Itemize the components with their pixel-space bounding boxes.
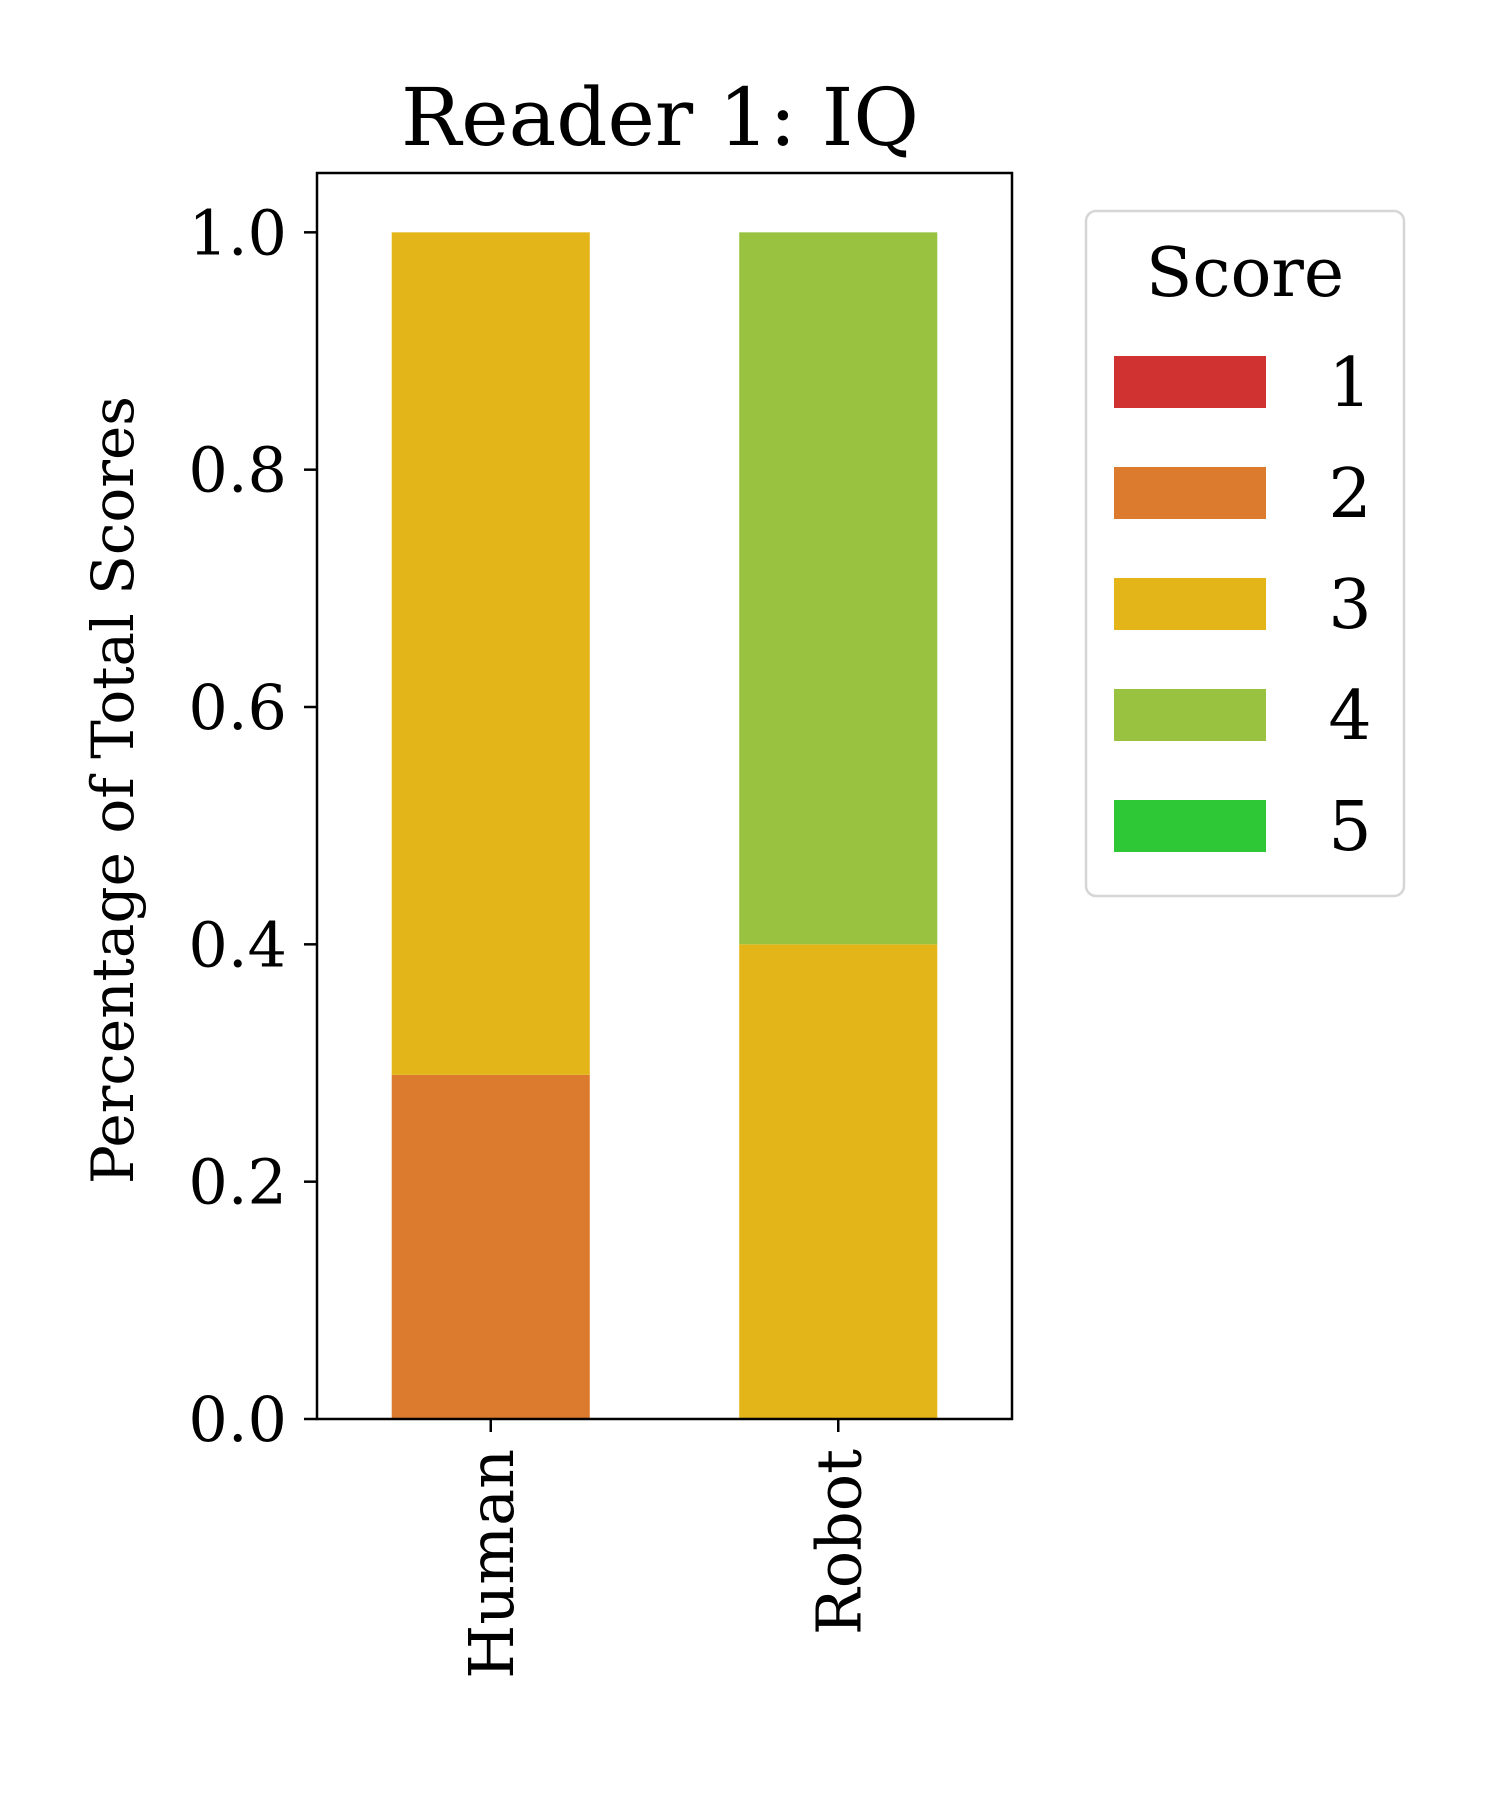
- legend-swatch-score-4: [1114, 689, 1266, 741]
- legend-label-score-2: 2: [1328, 455, 1371, 534]
- bar-human-score-3: [391, 232, 590, 1075]
- x-tick-label-robot: Robot: [802, 1449, 875, 1635]
- y-tick-label: 0.4: [188, 908, 287, 981]
- bar-human-score-2: [391, 1074, 590, 1419]
- legend-label-score-1: 1: [1328, 344, 1371, 423]
- x-tick-label-human: Human: [455, 1449, 528, 1679]
- legend-swatch-score-1: [1114, 356, 1266, 408]
- legend-swatch-score-2: [1114, 467, 1266, 519]
- y-axis-label: Percentage of Total Scores: [79, 396, 147, 1184]
- y-tick-label: 0.8: [188, 434, 287, 507]
- legend-swatch-score-5: [1114, 800, 1266, 852]
- legend-label-score-5: 5: [1328, 788, 1371, 867]
- y-tick-label: 0.2: [188, 1146, 287, 1219]
- legend-label-score-4: 4: [1328, 677, 1371, 756]
- chart-title: Reader 1: IQ: [401, 71, 919, 164]
- legend-title: Score: [1146, 234, 1344, 313]
- y-tick-label: 1.0: [188, 196, 287, 269]
- y-tick-label: 0.0: [188, 1383, 287, 1456]
- plot-frame: [315, 171, 1014, 1421]
- bar-robot-score-4: [739, 232, 938, 945]
- y-tick-label: 0.6: [188, 671, 287, 744]
- axes-layer: 0.0 0.2 0.4 0.6 0.8 1.0 Human Robot: [188, 171, 1014, 1679]
- legend-label-score-3: 3: [1328, 566, 1371, 645]
- bars-layer: [391, 232, 938, 1419]
- legend: Score 1 2 3 4 5: [1084, 209, 1406, 898]
- bar-robot-score-3: [739, 944, 938, 1419]
- legend-swatch-score-3: [1114, 578, 1266, 630]
